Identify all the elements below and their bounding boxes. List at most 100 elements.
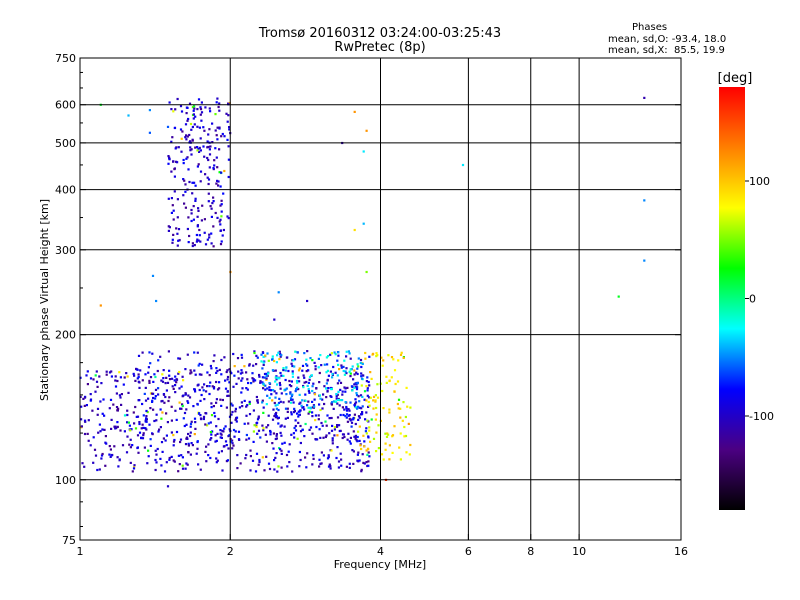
data-point <box>176 232 179 235</box>
data-point <box>356 382 359 385</box>
data-point <box>276 383 279 386</box>
data-point <box>218 220 221 223</box>
data-point <box>345 355 348 358</box>
data-point <box>196 165 199 168</box>
data-point <box>103 428 106 431</box>
data-point <box>244 457 247 460</box>
data-point <box>226 390 229 393</box>
data-point <box>271 418 275 421</box>
data-point <box>372 352 375 355</box>
data-point <box>187 241 190 244</box>
data-point <box>289 391 292 394</box>
data-point <box>306 299 309 303</box>
data-point <box>160 417 163 420</box>
data-point <box>243 399 246 402</box>
data-point <box>115 406 119 409</box>
data-point <box>397 407 400 410</box>
data-point <box>126 409 129 412</box>
data-point <box>168 456 171 460</box>
data-point <box>388 379 391 383</box>
data-point <box>275 437 278 440</box>
data-point <box>275 433 278 436</box>
data-point <box>192 205 195 208</box>
data-point <box>291 470 294 473</box>
x-tick-label: 1 <box>77 545 84 558</box>
data-point <box>171 241 174 244</box>
data-point <box>246 404 249 407</box>
data-point <box>262 406 265 409</box>
data-point <box>232 428 236 432</box>
data-point <box>134 405 137 409</box>
data-point <box>142 434 145 437</box>
data-point <box>143 392 146 395</box>
data-point <box>266 387 269 390</box>
data-point <box>351 365 354 368</box>
phase-stats-heading: Phases <box>632 22 668 33</box>
data-point <box>184 392 187 395</box>
data-point <box>220 436 223 439</box>
data-point <box>220 215 223 218</box>
data-point <box>189 372 192 375</box>
data-point <box>209 381 212 384</box>
data-point <box>275 452 278 455</box>
data-point <box>280 434 283 437</box>
data-point <box>184 368 187 371</box>
data-point <box>103 414 106 417</box>
data-point <box>325 434 328 437</box>
data-point <box>261 399 264 402</box>
data-point <box>173 168 176 171</box>
data-point <box>179 407 182 410</box>
data-point <box>366 453 369 456</box>
data-point <box>219 429 222 432</box>
data-point <box>301 369 304 372</box>
data-point <box>216 216 219 219</box>
data-point <box>110 370 113 373</box>
data-point <box>212 360 215 363</box>
data-point <box>357 405 360 408</box>
data-point <box>215 439 218 442</box>
data-point <box>336 434 339 437</box>
data-point <box>367 405 370 408</box>
data-point <box>200 119 203 122</box>
data-point <box>375 406 378 410</box>
data-point <box>179 438 183 441</box>
data-point <box>252 380 255 383</box>
data-point <box>325 396 328 399</box>
data-point <box>336 374 339 377</box>
data-point <box>285 387 288 390</box>
data-point <box>268 386 271 389</box>
data-point <box>325 387 328 390</box>
data-point <box>160 441 164 444</box>
data-point <box>192 109 195 112</box>
data-point <box>327 355 330 358</box>
data-point <box>168 101 171 104</box>
data-point <box>282 401 285 404</box>
data-point <box>187 117 190 121</box>
data-point <box>280 466 283 469</box>
data-point <box>396 380 400 383</box>
data-point <box>355 436 358 439</box>
data-point <box>266 394 269 397</box>
data-point <box>400 351 403 354</box>
data-point <box>380 453 384 456</box>
data-point <box>182 162 185 165</box>
data-point <box>262 429 265 432</box>
data-point <box>303 435 306 438</box>
data-point <box>99 400 102 403</box>
data-point <box>297 415 300 418</box>
data-point <box>284 417 287 420</box>
data-point <box>273 414 276 418</box>
data-point <box>359 358 363 362</box>
data-point <box>330 352 333 355</box>
data-point <box>104 464 107 467</box>
data-point <box>229 403 233 406</box>
data-point <box>295 388 298 391</box>
data-point <box>215 380 218 384</box>
data-point <box>175 430 179 434</box>
data-point <box>154 458 157 462</box>
data-point <box>268 382 271 385</box>
data-point <box>345 409 349 412</box>
data-point <box>80 418 83 421</box>
data-point <box>193 388 196 391</box>
data-point <box>202 389 205 392</box>
